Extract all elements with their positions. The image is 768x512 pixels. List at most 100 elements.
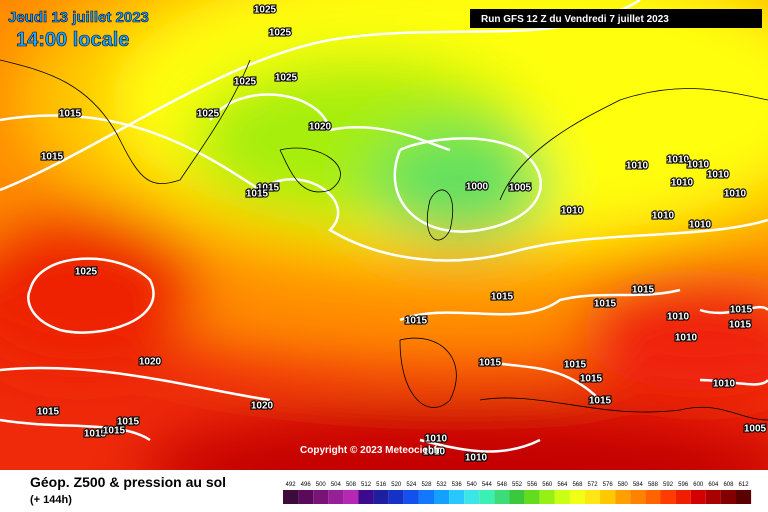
scale-label: 560 — [542, 482, 553, 488]
isobar-label: 1015 — [580, 374, 603, 385]
isobar-label: 1015 — [491, 292, 514, 303]
scale-swatch — [645, 490, 661, 504]
scale-swatch — [403, 490, 419, 504]
isobar-label: 1025 — [197, 109, 220, 120]
isobar-label: 1015 — [37, 407, 60, 418]
isobar-label: 1015 — [103, 426, 126, 437]
isobar-label: 1015 — [59, 109, 82, 120]
scale-label: 568 — [572, 482, 583, 488]
isobar-label: 1015 — [632, 285, 655, 296]
scale-swatch — [539, 490, 555, 504]
scale-swatch — [494, 490, 510, 504]
legend-title: Géop. Z500 & pression au sol — [30, 474, 226, 490]
scale-label: 512 — [361, 482, 372, 488]
scale-swatch — [313, 490, 329, 504]
isobar-label: 1010 — [667, 155, 690, 166]
isobar-label: 1020 — [139, 357, 162, 368]
scale-label: 596 — [678, 482, 689, 488]
scale-swatch — [690, 490, 706, 504]
isobar-label: 1015 — [730, 305, 753, 316]
scale-label: 532 — [437, 482, 448, 488]
color-scale: 492 496 500 504 508 512 516 520 524 528 532 536 540 5… — [283, 482, 752, 504]
isobar-label: 1010 — [423, 447, 446, 458]
isobar-label: 1025 — [275, 73, 298, 84]
isobar-label: 1020 — [251, 401, 274, 412]
scale-swatch — [630, 490, 646, 504]
isobar-label: 1010 — [626, 161, 649, 172]
scale-swatch — [600, 490, 616, 504]
isobar-label: 1025 — [254, 5, 277, 16]
scale-label: 544 — [482, 482, 493, 488]
scale-swatch — [358, 490, 374, 504]
scale-label: 516 — [376, 482, 387, 488]
isobar-label: 1015 — [257, 183, 280, 194]
scale-label: 520 — [391, 482, 402, 488]
isobar-label: 1000 — [466, 182, 489, 193]
scale-label: 588 — [648, 482, 659, 488]
isobar-label: 1020 — [309, 122, 332, 133]
isobar-label: 1010 — [652, 211, 675, 222]
isobar-label: 1010 — [724, 189, 747, 200]
scale-label: 508 — [346, 482, 357, 488]
scale-label: 604 — [708, 482, 719, 488]
isobar-label: 1005 — [509, 183, 532, 194]
scale-label: 608 — [723, 482, 734, 488]
scale-label: 552 — [512, 482, 523, 488]
scale-swatch — [283, 490, 299, 504]
scale-label: 528 — [421, 482, 432, 488]
scale-label: 548 — [497, 482, 508, 488]
isobar-label: 1015 — [594, 299, 617, 310]
isobar-label: 1010 — [561, 206, 584, 217]
scale-label: 524 — [406, 482, 417, 488]
isobar-label: 1010 — [465, 453, 488, 464]
scale-label: 576 — [603, 482, 614, 488]
scale-swatch — [524, 490, 540, 504]
isobar-label: 1010 — [671, 178, 694, 189]
isobar-label: 1010 — [687, 160, 710, 171]
scale-label: 592 — [663, 482, 674, 488]
isobar-label: 1025 — [75, 267, 98, 278]
scale-swatch — [434, 490, 450, 504]
scale-label: 492 — [286, 482, 297, 488]
run-box — [470, 9, 762, 28]
run-info: Run GFS 12 Z du Vendredi 7 juillet 2023 — [481, 14, 669, 25]
scale-swatch — [585, 490, 601, 504]
scale-swatch — [509, 490, 525, 504]
isobar-label: 1010 — [425, 434, 448, 445]
scale-label: 504 — [331, 482, 342, 488]
isobar-label: 1015 — [84, 429, 107, 440]
scale-swatch — [418, 490, 434, 504]
isobar-label: 1025 — [234, 77, 257, 88]
scale-swatch — [449, 490, 465, 504]
scale-swatch — [736, 490, 752, 504]
isobar-label: 1025 — [269, 28, 292, 39]
scale-swatch — [464, 490, 480, 504]
isobar-label: 1015 — [564, 360, 587, 371]
isobar-label: 1010 — [667, 312, 690, 323]
isobar-label: 1015 — [246, 189, 269, 200]
isobar-label: 1015 — [405, 316, 428, 327]
scale-label: 536 — [452, 482, 463, 488]
scale-swatch — [660, 490, 676, 504]
scale-swatch — [479, 490, 495, 504]
scale-swatch — [554, 490, 570, 504]
isobar-label: 1015 — [589, 396, 612, 407]
copyright: Copyright © 2023 Meteociel.fr — [300, 445, 441, 456]
scale-label: 556 — [527, 482, 538, 488]
forecast-time: 14:00 locale — [16, 29, 129, 51]
isobars — [0, 0, 768, 453]
isobar-label: 1010 — [707, 170, 730, 181]
scale-label: 496 — [301, 482, 312, 488]
scale-swatch — [343, 490, 359, 504]
scale-label: 540 — [467, 482, 478, 488]
scale-swatch — [373, 490, 389, 504]
scale-label: 500 — [316, 482, 327, 488]
isobar-label: 1010 — [713, 379, 736, 390]
coastlines — [0, 59, 768, 421]
scale-swatch — [720, 490, 736, 504]
isobar-label: 1015 — [41, 152, 64, 163]
forecast-date: Jeudi 13 juillet 2023 — [8, 9, 149, 26]
scale-label: 580 — [618, 482, 629, 488]
